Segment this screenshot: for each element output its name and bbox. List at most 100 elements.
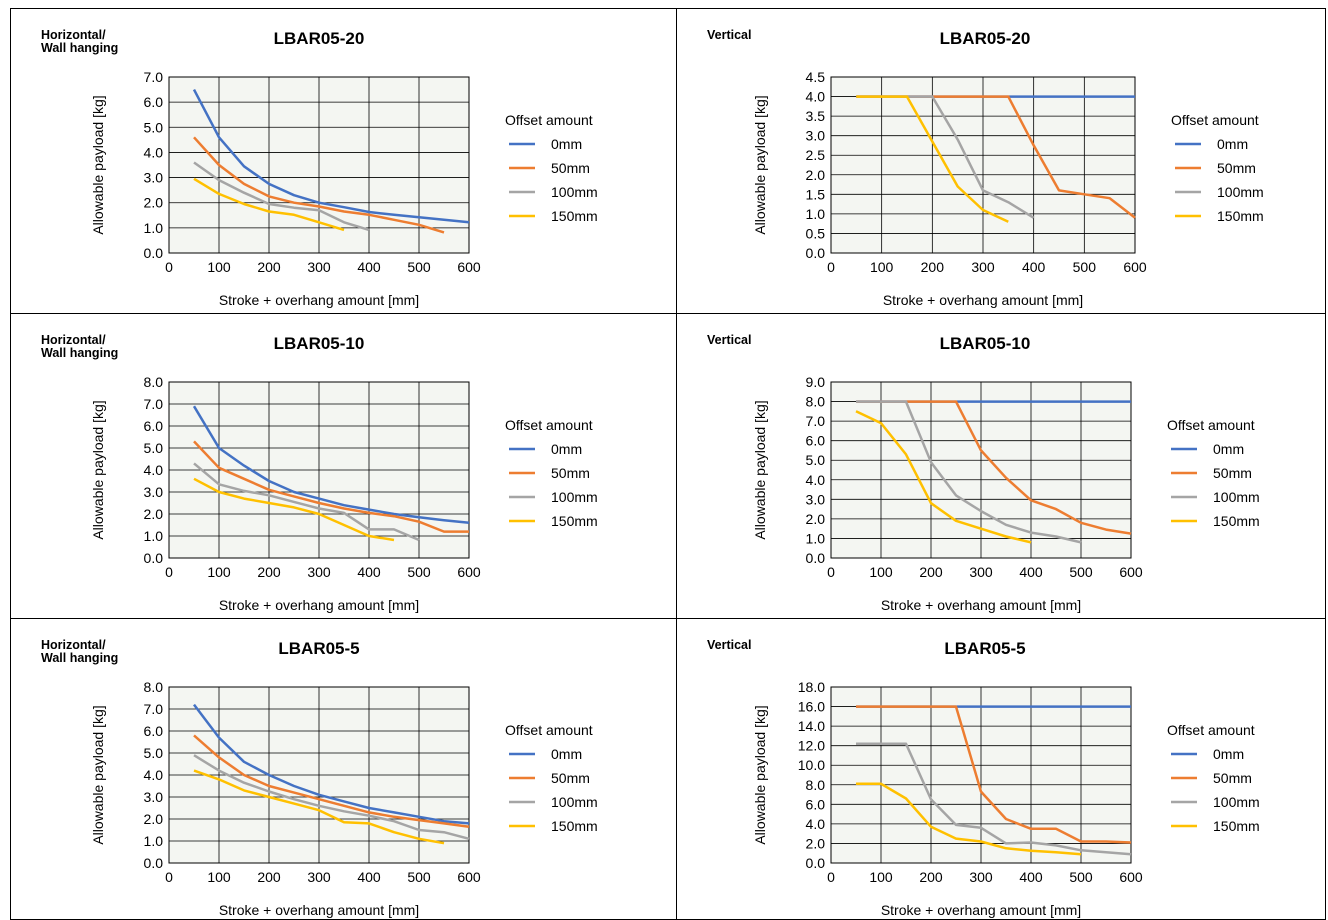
y-tick-label: 5.0 xyxy=(806,452,826,468)
y-tick-label: 2.5 xyxy=(806,147,826,163)
y-tick-label: 14.0 xyxy=(798,718,825,734)
x-tick-label: 600 xyxy=(1123,259,1147,275)
y-tick-label: 3.0 xyxy=(806,128,826,144)
x-axis-label: Stroke + overhang amount [mm] xyxy=(881,902,1081,918)
y-tick-label: 3.0 xyxy=(806,491,826,507)
x-tick-label: 500 xyxy=(407,564,431,580)
series-line-150mm xyxy=(856,95,1009,223)
chart-title: LBAR05-10 xyxy=(939,334,1031,353)
legend-label: 0mm xyxy=(1217,136,1248,152)
y-axis-label: Allowable payload [kg] xyxy=(752,400,768,539)
y-axis-label: Allowable payload [kg] xyxy=(752,705,768,844)
x-tick-label: 400 xyxy=(1019,564,1043,580)
series-line-100mm xyxy=(856,742,1132,856)
x-tick-label: 400 xyxy=(357,869,381,885)
chart-panel: 0.0 2.0 4.0 6.0 8.0 10.0 12.0 14.0 16.0 18.0 0 100 2… xyxy=(676,618,1326,920)
x-tick-label: 400 xyxy=(1022,259,1046,275)
orientation-label: Vertical xyxy=(707,638,752,652)
y-tick-label: 2.0 xyxy=(144,811,164,827)
x-tick-label: 100 xyxy=(207,869,231,885)
series-line-0mm xyxy=(193,703,470,825)
series-line-100mm xyxy=(193,462,420,542)
y-tick-label: 4.0 xyxy=(806,89,826,105)
y-tick-label: 0.0 xyxy=(806,245,826,261)
chart-panel: 0.0 1.0 2.0 3.0 4.0 5.0 6.0 7.0 8.0 0 100 200 300 400… xyxy=(10,618,677,920)
x-tick-label: 200 xyxy=(919,564,943,580)
series-line-0mm xyxy=(192,405,470,525)
x-tick-label: 300 xyxy=(307,869,331,885)
x-tick-label: 500 xyxy=(407,869,431,885)
y-tick-label: 1.0 xyxy=(144,833,164,849)
y-tick-label: 1.0 xyxy=(144,220,164,236)
y-tick-label: 8.0 xyxy=(806,777,826,793)
chart-title: LBAR05-5 xyxy=(278,639,360,658)
series-line-50mm xyxy=(856,400,1132,535)
x-tick-label: 0 xyxy=(165,564,173,580)
series-line-50mm xyxy=(856,705,1132,844)
x-tick-label: 0 xyxy=(827,564,835,580)
y-tick-label: 2.0 xyxy=(806,511,826,527)
series-line-150mm xyxy=(193,477,395,542)
y-tick-label: 6.0 xyxy=(144,723,164,739)
x-tick-label: 0 xyxy=(827,259,835,275)
chart-panel: 0.0 1.0 2.0 3.0 4.0 5.0 6.0 7.0 8.0 0 100 200 300 400… xyxy=(10,313,677,619)
y-tick-label: 3.5 xyxy=(806,108,826,124)
y-tick-label: 0.0 xyxy=(144,550,164,566)
series-line-50mm xyxy=(193,734,470,828)
y-tick-label: 3.0 xyxy=(144,484,164,500)
y-tick-label: 1.0 xyxy=(806,530,826,546)
y-tick-label: 6.0 xyxy=(806,433,826,449)
legend-title: Offset amount xyxy=(1167,722,1255,738)
y-axis-label: Allowable payload [kg] xyxy=(752,95,768,234)
legend-label: 100mm xyxy=(1213,794,1260,810)
y-tick-label: 9.0 xyxy=(806,374,826,390)
y-tick-label: 1.5 xyxy=(806,186,826,202)
series-line-150mm xyxy=(855,410,1032,544)
y-axis-label: Allowable payload [kg] xyxy=(90,400,106,539)
y-tick-label: 3.0 xyxy=(144,789,164,805)
y-tick-label: 6.0 xyxy=(144,94,164,110)
line-chart: 0.0 1.0 2.0 3.0 4.0 5.0 6.0 7.0 8.0 0 100 200 300 400… xyxy=(90,679,598,918)
y-tick-label: 0.0 xyxy=(806,855,826,871)
legend-label: 100mm xyxy=(551,794,598,810)
chart-title: LBAR05-5 xyxy=(944,639,1026,658)
y-tick-label: 4.0 xyxy=(806,816,826,832)
y-tick-label: 2.0 xyxy=(144,195,164,211)
legend-label: 50mm xyxy=(1213,465,1252,481)
y-tick-label: 16.0 xyxy=(798,699,825,715)
series-line-150mm xyxy=(193,769,445,845)
series-line-0mm xyxy=(192,89,470,224)
legend-title: Offset amount xyxy=(505,112,593,128)
chart-panel: 0.0 1.0 2.0 3.0 4.0 5.0 6.0 7.0 0 100 200 300 400 500… xyxy=(10,8,677,314)
legend-label: 100mm xyxy=(1213,489,1260,505)
x-tick-label: 500 xyxy=(1073,259,1097,275)
y-tick-label: 10.0 xyxy=(798,757,825,773)
x-tick-label: 200 xyxy=(257,869,281,885)
legend-label: 50mm xyxy=(551,465,590,481)
legend-label: 0mm xyxy=(551,746,582,762)
x-tick-label: 500 xyxy=(407,259,431,275)
y-tick-label: 4.0 xyxy=(144,144,164,160)
orientation-label: Horizontal/ Wall hanging xyxy=(41,638,119,665)
series-line-100mm xyxy=(193,161,370,232)
x-tick-label: 600 xyxy=(1119,869,1143,885)
orientation-label: Vertical xyxy=(707,333,752,347)
x-tick-label: 100 xyxy=(869,564,893,580)
legend-label: 150mm xyxy=(551,208,598,224)
x-tick-label: 400 xyxy=(1019,869,1043,885)
x-tick-label: 300 xyxy=(307,259,331,275)
y-tick-label: 6.0 xyxy=(144,418,164,434)
y-axis-label: Allowable payload [kg] xyxy=(90,95,106,234)
y-tick-label: 4.0 xyxy=(806,472,826,488)
y-tick-label: 4.5 xyxy=(806,69,826,85)
x-axis-label: Stroke + overhang amount [mm] xyxy=(219,292,419,308)
legend-label: 100mm xyxy=(1217,184,1264,200)
y-tick-label: 0.0 xyxy=(144,855,164,871)
x-tick-label: 500 xyxy=(1069,869,1093,885)
legend-label: 0mm xyxy=(1213,746,1244,762)
y-tick-label: 1.0 xyxy=(144,528,164,544)
y-tick-label: 5.0 xyxy=(144,745,164,761)
series-line-150mm xyxy=(856,782,1082,856)
chart-panel: 0.0 1.0 2.0 3.0 4.0 5.0 6.0 7.0 8.0 9.0 0 100 200 300… xyxy=(676,313,1326,619)
